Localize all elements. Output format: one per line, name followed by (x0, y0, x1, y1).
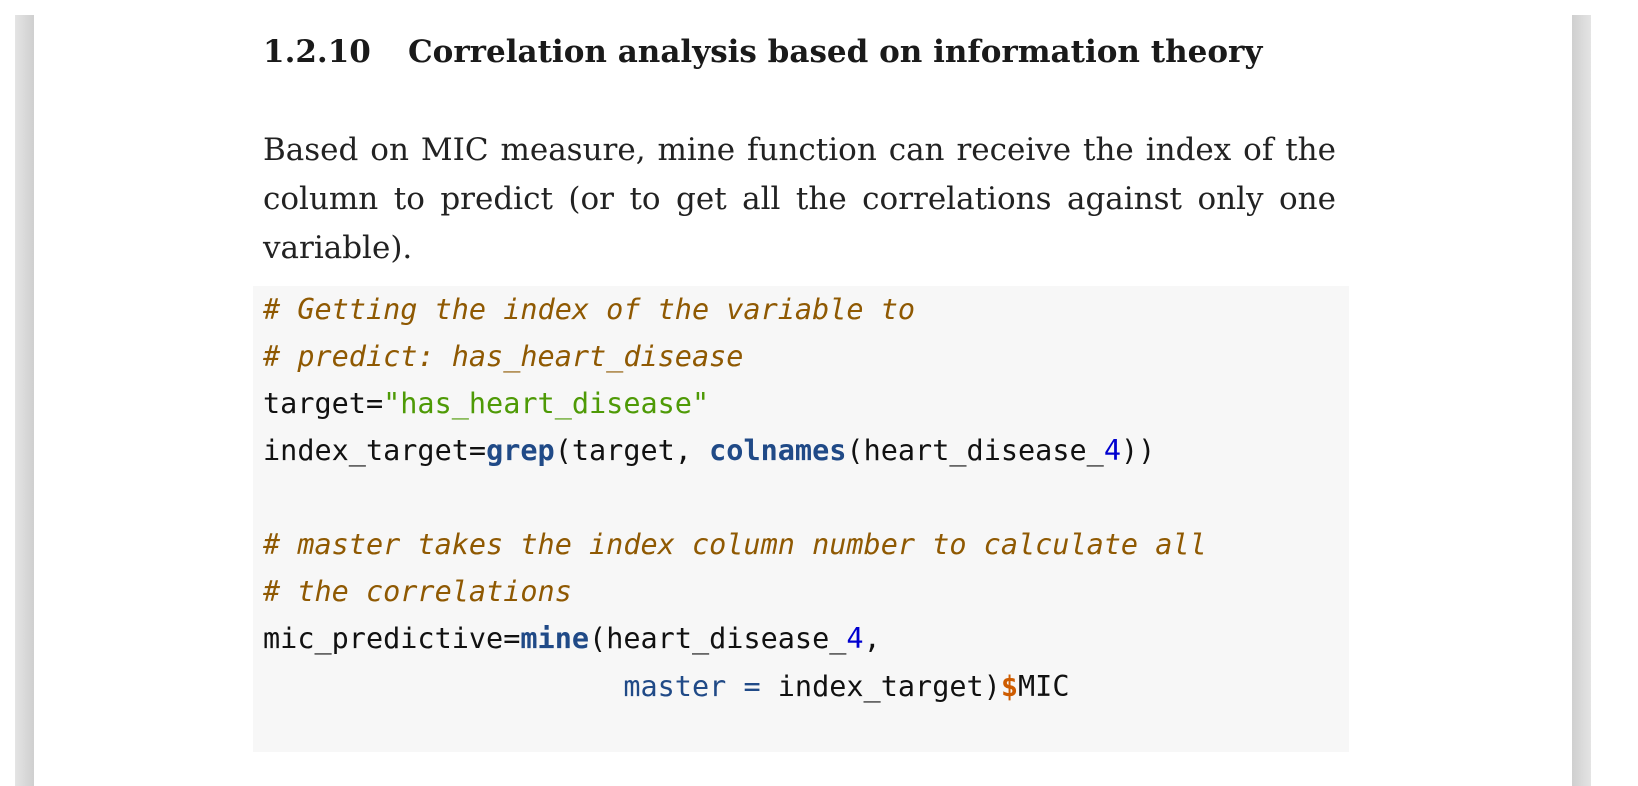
code-variable: target= (263, 387, 384, 420)
code-line-mic-predictive: mic_predictive=mine(heart_disease_4, (263, 622, 881, 655)
code-variable: index_target= (263, 434, 487, 467)
comment-text: # master takes the index column number t… (263, 528, 1207, 561)
code-args: (heart_disease_ (589, 622, 847, 655)
code-args: index_target) (777, 670, 1001, 703)
paragraph-line: column to predict (or to get all the cor… (263, 181, 1336, 217)
code-comment: # master takes the index column number t… (263, 528, 1207, 561)
paragraph-line: Based on MIC measure, mine function can … (263, 132, 1336, 168)
code-comment: # Getting the index of the variable to (263, 293, 915, 326)
code-args: (target, (554, 434, 710, 467)
code-function-grep: grep (486, 434, 555, 467)
page-right-edge (1572, 15, 1591, 786)
code-argument-name: master (623, 670, 727, 703)
code-punct: )) (1120, 434, 1156, 467)
body-paragraph: Based on MIC measure, mine function can … (263, 126, 1336, 273)
code-punct: , (863, 622, 881, 655)
code-number: 4 (846, 622, 864, 655)
code-block: # Getting the index of the variable to #… (253, 286, 1349, 752)
code-operator-dollar: $ (1000, 670, 1018, 703)
code-string: "has_heart_disease" (383, 387, 710, 420)
page-left-edge (15, 15, 34, 786)
code-indent (263, 670, 623, 703)
code-line-index-target: index_target=grep(target, colnames(heart… (263, 434, 1155, 467)
code-args: (heart_disease_ (846, 434, 1104, 467)
paragraph-line: variable). (263, 230, 413, 266)
comment-text: # predict: has_heart_disease (263, 340, 744, 373)
section-number: 1.2.10 (263, 34, 371, 70)
comment-text: # the correlations (263, 575, 572, 608)
comment-text: # Getting the index of the variable to (263, 293, 916, 326)
code-number: 4 (1103, 434, 1121, 467)
code-function-colnames: colnames (709, 434, 847, 467)
code-function-mine: mine (520, 622, 590, 655)
section-heading: 1.2.10 Correlation analysis based on info… (263, 34, 1262, 70)
code-comment: # predict: has_heart_disease (263, 340, 743, 373)
code-comment: # the correlations (263, 575, 572, 608)
code-line-master-arg: master = index_target)$MIC (263, 670, 1069, 703)
section-title: Correlation analysis based on informatio… (408, 34, 1263, 70)
code-line-target: target="has_heart_disease" (263, 387, 709, 420)
code-operator-equals: = (726, 670, 778, 703)
code-variable: mic_predictive= (263, 622, 521, 655)
code-field: MIC (1018, 670, 1070, 703)
